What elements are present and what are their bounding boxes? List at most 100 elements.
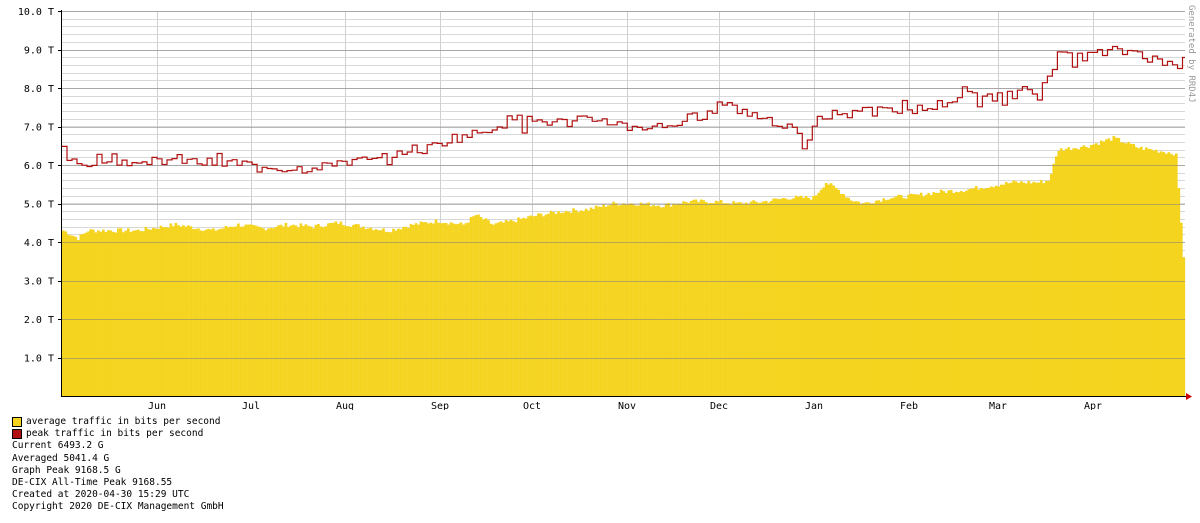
y-tick-label: 4.0 T [24, 238, 54, 249]
average-bar [724, 203, 728, 396]
average-bar [409, 224, 413, 396]
average-bar [934, 192, 938, 396]
average-bar [577, 212, 580, 396]
average-bar [562, 212, 565, 396]
average-bar [229, 226, 233, 396]
average-bar [952, 193, 956, 396]
average-bar [367, 228, 370, 396]
average-bar [157, 228, 160, 396]
average-bar [1142, 149, 1146, 396]
average-bar [452, 223, 455, 396]
legend-item-average: average traffic in bits per second [12, 416, 224, 428]
average-bar [427, 223, 430, 396]
legend-panel: average traffic in bits per second peak … [12, 416, 224, 514]
average-bar [299, 223, 303, 396]
average-bar [774, 198, 778, 396]
average-bar [869, 203, 873, 396]
average-bar [1012, 180, 1016, 396]
average-bar [752, 200, 755, 396]
average-bar [677, 203, 680, 396]
average-bar [244, 224, 248, 396]
average-bar [1177, 188, 1181, 396]
average-bar [954, 191, 958, 396]
average-bar [509, 219, 513, 396]
average-bar [534, 215, 538, 396]
average-bar [854, 201, 858, 396]
average-bar [159, 225, 163, 396]
average-bar [384, 231, 388, 396]
average-bar [1107, 138, 1111, 397]
average-bar [1129, 143, 1133, 396]
average-bar [214, 230, 218, 396]
x-tick-label: Apr [1084, 401, 1102, 410]
average-bar [579, 210, 583, 396]
average-bar [107, 230, 110, 396]
average-bar [809, 199, 813, 396]
average-bar [207, 228, 210, 396]
average-bar [547, 213, 550, 396]
average-bar [552, 212, 555, 396]
average-bar [974, 186, 978, 396]
average-bar [274, 227, 278, 396]
average-bar [1044, 180, 1048, 396]
x-tick-label: Jan [805, 401, 823, 410]
average-bar [632, 204, 635, 396]
average-bar [362, 226, 365, 396]
average-bar [1082, 145, 1086, 396]
average-swatch-icon [12, 417, 22, 428]
average-bar [899, 195, 903, 396]
average-bar [582, 211, 585, 396]
average-bar [219, 228, 223, 396]
average-bar [387, 232, 390, 396]
average-bar [602, 204, 605, 396]
average-bar [964, 190, 968, 396]
x-axis-arrow-icon [1186, 393, 1192, 400]
average-bar [744, 202, 748, 396]
average-bar [177, 225, 180, 396]
average-bar [877, 200, 881, 396]
average-bar [532, 216, 535, 396]
average-bar [102, 229, 105, 396]
legend-peak-label: peak traffic in bits per second [26, 428, 204, 440]
average-bar [799, 195, 803, 396]
average-bar [479, 216, 483, 396]
y-tick-label: 3.0 T [24, 277, 54, 288]
average-bar [1069, 150, 1073, 396]
average-bar [767, 202, 770, 396]
average-bar [389, 232, 393, 396]
average-bar [647, 202, 650, 396]
average-bar [492, 224, 495, 396]
average-bar [709, 202, 713, 396]
average-bar [79, 234, 83, 396]
average-bar [1114, 137, 1118, 396]
average-bar [197, 228, 200, 396]
average-bar [407, 228, 410, 396]
average-bar [414, 223, 418, 396]
x-axis-labels: Jun Jul Aug Sep Oct Nov Dec Jan Feb Mar Apr [148, 401, 1102, 410]
average-bar [1119, 142, 1123, 396]
average-bar [1057, 150, 1061, 396]
y-tick-label: 8.0 T [24, 84, 54, 95]
average-bar [1042, 183, 1046, 396]
average-bar [187, 225, 190, 396]
average-bar [882, 198, 886, 396]
average-bar [487, 220, 490, 396]
y-tick-label: 10.0 T [18, 7, 54, 18]
average-bar [629, 203, 633, 396]
average-bar [1147, 148, 1151, 396]
axes [61, 10, 1192, 400]
average-bar [522, 217, 525, 396]
average-bar [292, 224, 295, 396]
average-bar [1004, 182, 1008, 396]
average-bar [914, 194, 918, 396]
average-bar [712, 203, 715, 396]
average-bar [237, 223, 240, 396]
average-bar [912, 194, 916, 396]
average-bar [707, 203, 710, 396]
average-bar [462, 224, 465, 396]
average-bar [1102, 141, 1106, 396]
average-bar [454, 224, 458, 396]
average-bar [659, 207, 663, 396]
average-bar [154, 228, 158, 396]
average-bar [1172, 155, 1176, 396]
